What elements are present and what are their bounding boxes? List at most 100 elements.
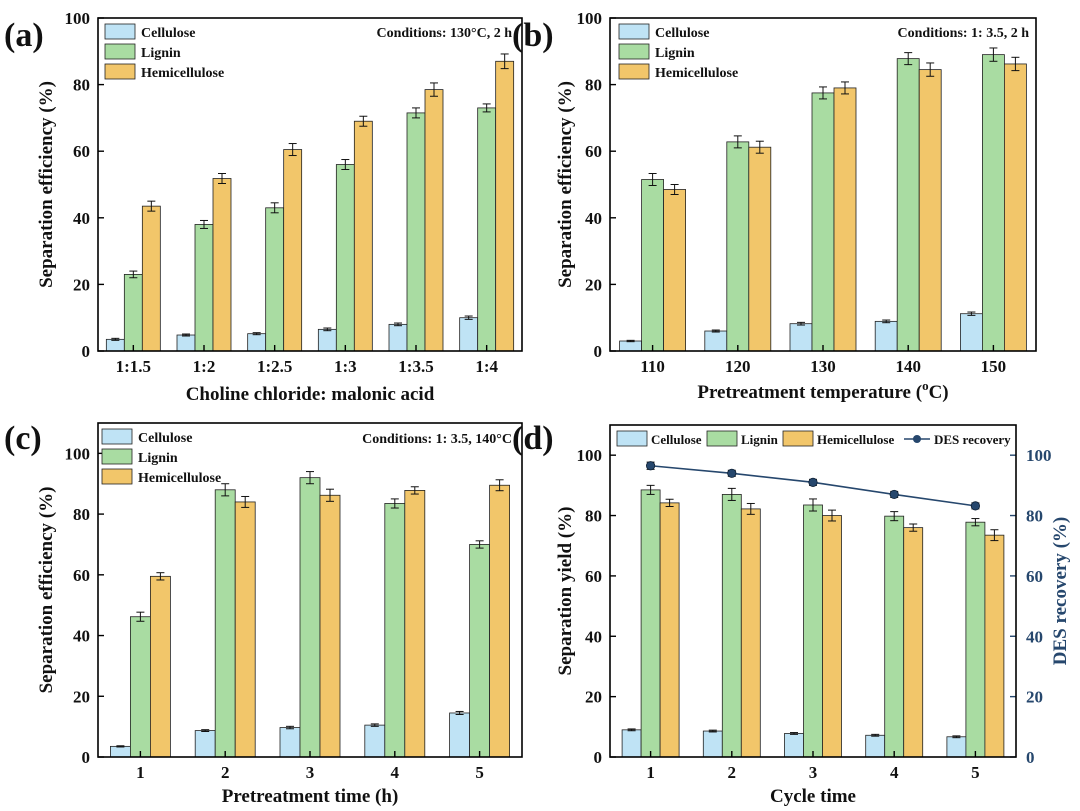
- error-bar: [464, 315, 473, 320]
- bar-hemicellulose: [319, 494, 341, 758]
- bar-hemicellulose: [495, 60, 515, 352]
- error-bar: [482, 103, 491, 113]
- x-tick-label: 5: [971, 763, 980, 782]
- bar-hemicellulose: [918, 69, 942, 352]
- legend-swatch-hemicellulose: [618, 63, 650, 80]
- y-tick-label: 100: [65, 444, 91, 463]
- error-bar: [790, 732, 798, 735]
- y-tick-label: 100: [577, 446, 603, 465]
- bar-lignin: [726, 141, 750, 352]
- error-bar: [819, 86, 827, 100]
- panel-b: (b) 0 20 40 60 80 100 110 120 130 140 150 Separation…: [512, 9, 1037, 403]
- bar-hemicellulose: [424, 89, 444, 352]
- bar-hemicellulose: [659, 502, 680, 758]
- legend: Cellulose Lignin Hemicellulose DES recovery: [616, 430, 1011, 447]
- error-bar: [989, 47, 998, 62]
- error-bar: [841, 81, 849, 95]
- x-tick-label: 5: [475, 763, 484, 782]
- legend-swatch-lignin: [618, 43, 650, 60]
- error-bar: [646, 484, 655, 495]
- error-bar: [288, 143, 297, 157]
- y-tick-label: 80: [585, 507, 602, 526]
- x-tick-label: 2: [728, 763, 737, 782]
- error-bar: [809, 498, 817, 512]
- error-bar: [909, 523, 918, 532]
- error-bar: [495, 479, 504, 492]
- bar-lignin: [123, 274, 143, 352]
- panel-d: (d) 0 20 40 60 80 100 DES recovery (%) 0 20 40 60 80…: [512, 420, 1071, 807]
- x-axis-title-part: Pretreatment temperature (: [697, 382, 922, 403]
- y-tick-label: 0: [594, 748, 603, 767]
- conditions-note: Conditions: 1: 3.5, 2 h: [898, 26, 1030, 41]
- y-tick-label: 20: [585, 688, 602, 707]
- bar-lignin: [299, 477, 321, 758]
- error-bar: [746, 502, 755, 515]
- y-tick-label: 20: [73, 275, 90, 294]
- bar-cellulose: [449, 712, 471, 758]
- legend-swatch-cellulose: [104, 23, 136, 40]
- x-tick-label: 1:2.5: [257, 357, 292, 376]
- panel-label: (d): [512, 420, 554, 457]
- bar-lignin: [477, 107, 497, 352]
- bar-lignin: [265, 207, 285, 352]
- y-axis-title: Separation efficiency (%): [36, 487, 57, 694]
- error-bar: [500, 53, 509, 70]
- bar-cellulose: [946, 736, 967, 758]
- legend-label-hemicellulose: Hemicellulose: [138, 471, 221, 486]
- bar-cellulose: [702, 730, 723, 758]
- x-tick-label: 1:4: [475, 357, 498, 376]
- error-bar: [129, 270, 138, 279]
- error-bar: [341, 159, 350, 171]
- bar-hemicellulose: [833, 87, 857, 352]
- error-bar: [1011, 56, 1020, 72]
- y-tick-label: 60: [73, 142, 90, 161]
- error-bar: [828, 509, 836, 522]
- x-tick-label: 1:1.5: [116, 357, 151, 376]
- panel-label: (a): [4, 17, 44, 54]
- des-recovery-point: [727, 468, 737, 478]
- x-tick-label: 120: [725, 357, 751, 376]
- bar-cellulose: [176, 334, 196, 352]
- bar-hemicellulose: [141, 205, 161, 352]
- bar-cellulose: [789, 323, 813, 352]
- x-tick-label: 3: [306, 763, 315, 782]
- error-bar: [201, 729, 210, 732]
- x-tick-label: 150: [981, 357, 1007, 376]
- plot-frame: [97, 17, 523, 352]
- bar-lignin: [640, 489, 661, 758]
- bar-cellulose: [388, 323, 408, 352]
- bar-lignin: [469, 544, 491, 758]
- legend-swatch-hemicellulose: [782, 430, 814, 447]
- error-bar: [136, 611, 145, 622]
- x-tick-label: 130: [810, 357, 836, 376]
- conditions-note: Conditions: 130°C, 2 h: [376, 26, 512, 41]
- bar-lignin: [129, 616, 151, 758]
- error-bar: [270, 202, 279, 214]
- legend: Cellulose Lignin Hemicellulose: [104, 23, 224, 81]
- x-axis-title: Cycle time: [770, 786, 856, 807]
- error-bar: [182, 333, 190, 337]
- legend-label-des-recovery: DES recovery: [934, 432, 1011, 447]
- error-bar: [755, 140, 764, 154]
- error-bar: [116, 745, 125, 748]
- legend-label-hemicellulose: Hemicellulose: [141, 66, 224, 81]
- bar-lignin: [811, 92, 835, 352]
- bar-cellulose: [784, 733, 804, 758]
- legend-swatch-cellulose: [101, 428, 133, 445]
- y2-tick-label: 80: [1026, 507, 1043, 526]
- error-bar: [430, 82, 438, 97]
- panel-c: (c) 0 20 40 60 80 100 1 2 3 4 5 Separation efficienc…: [4, 420, 523, 807]
- y2-tick-label: 40: [1026, 627, 1043, 646]
- legend-label-lignin: Lignin: [141, 46, 181, 61]
- error-bar: [711, 329, 720, 333]
- des-recovery-point: [970, 501, 981, 511]
- bar-hemicellulose: [353, 120, 373, 352]
- y2-tick-label: 60: [1026, 567, 1043, 586]
- y-tick-label: 40: [585, 209, 602, 228]
- y-tick-label: 0: [82, 342, 91, 361]
- y-tick-label: 40: [73, 627, 90, 646]
- bar-lignin: [384, 503, 406, 758]
- legend-swatch-cellulose: [618, 23, 650, 40]
- panel-a: (a) 0 20 40 60 80 100 1:1.5 1:2 1:2.5 1:3 1:3.5 1:4 S…: [4, 9, 523, 405]
